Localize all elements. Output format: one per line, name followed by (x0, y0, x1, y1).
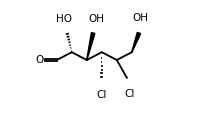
Text: O: O (36, 55, 44, 65)
Text: OH: OH (133, 13, 149, 23)
Text: HO: HO (56, 14, 72, 24)
Text: OH: OH (88, 14, 104, 24)
Text: Cl: Cl (97, 90, 107, 100)
Text: Cl: Cl (124, 89, 134, 99)
Polygon shape (132, 32, 141, 52)
Polygon shape (87, 33, 95, 60)
